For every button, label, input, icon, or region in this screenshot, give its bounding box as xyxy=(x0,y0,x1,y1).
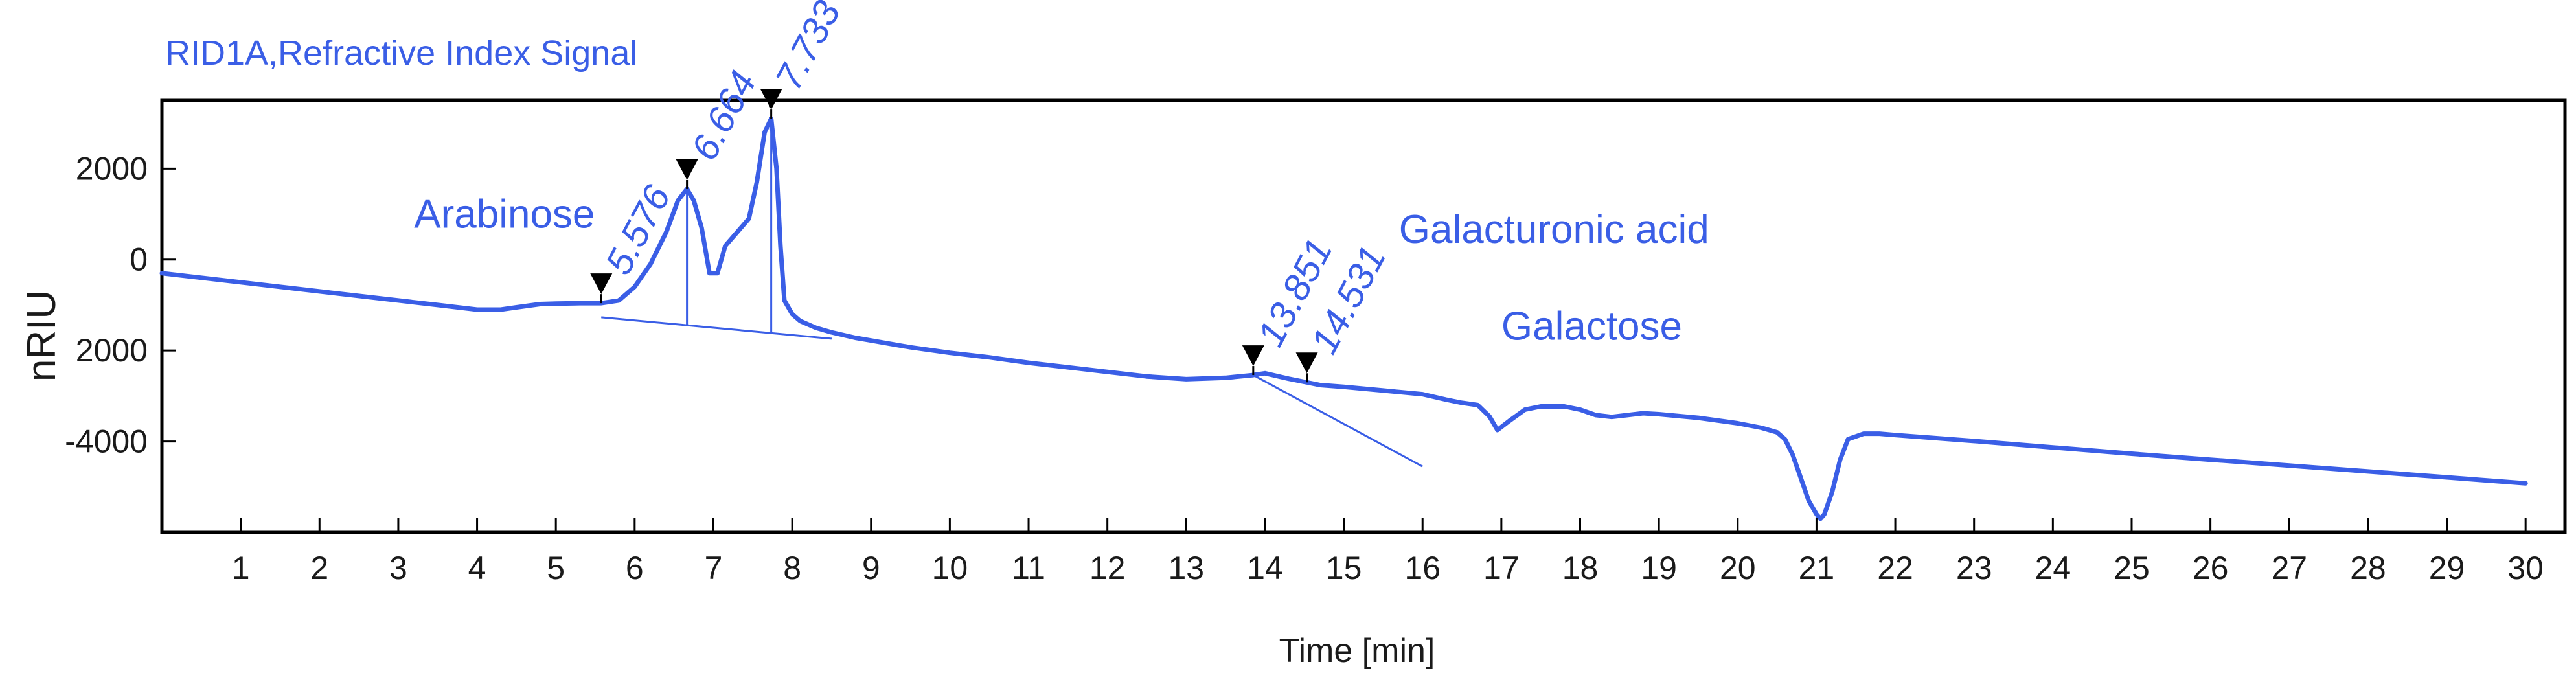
x-axis-label: Time [min] xyxy=(1279,632,1435,670)
compound-label: Galacturonic acid xyxy=(1399,207,1709,252)
x-tick-label: 1 xyxy=(232,550,250,586)
x-tick-label: 11 xyxy=(1012,550,1045,586)
x-tick-label: 18 xyxy=(1562,550,1599,586)
y-tick-label: 2000 xyxy=(76,332,148,369)
x-tick-label: 7 xyxy=(705,550,723,586)
retention-time-label: 6.664 xyxy=(683,64,765,167)
x-tick-label: 16 xyxy=(1404,550,1441,586)
x-tick-label: 10 xyxy=(932,550,968,586)
x-tick-label: 9 xyxy=(862,550,880,586)
peak-marker xyxy=(590,273,613,295)
x-tick-label: 28 xyxy=(2350,550,2386,586)
y-tick-label: 0 xyxy=(130,242,148,278)
x-tick-label: 14 xyxy=(1247,550,1283,586)
x-tick-label: 13 xyxy=(1168,550,1204,586)
x-tick-label: 24 xyxy=(2035,550,2071,586)
x-tick-label: 27 xyxy=(2271,550,2307,586)
x-tick-label: 20 xyxy=(1720,550,1756,586)
x-tick-label: 23 xyxy=(1956,550,1992,586)
y-axis-ticks: 2000 0 2000 -4000 xyxy=(65,150,176,460)
x-tick-label: 2 xyxy=(310,550,328,586)
x-tick-label: 26 xyxy=(2193,550,2229,586)
peak-marker xyxy=(760,89,782,110)
peak-marker xyxy=(1295,352,1318,374)
x-tick-label: 4 xyxy=(468,550,486,586)
x-tick-label: 15 xyxy=(1326,550,1362,586)
retention-time-label: 7.733 xyxy=(768,0,849,97)
x-tick-label: 5 xyxy=(547,550,565,586)
chart-title: RID1A,Refractive Index Signal xyxy=(165,34,637,73)
compound-label: Galactose xyxy=(1501,304,1682,348)
y-tick-label: 2000 xyxy=(76,150,148,187)
signal-trace xyxy=(159,116,2528,521)
peak-marker xyxy=(1242,345,1264,367)
x-tick-label: 29 xyxy=(2429,550,2465,586)
x-tick-label: 12 xyxy=(1089,550,1126,586)
x-tick-label: 21 xyxy=(1799,550,1835,586)
x-tick-label: 22 xyxy=(1877,550,1913,586)
x-tick-label: 19 xyxy=(1641,550,1677,586)
integration-baseline xyxy=(601,316,832,340)
x-tick-label: 3 xyxy=(389,550,407,586)
x-tick-label: 6 xyxy=(626,550,644,586)
x-axis-ticks: 1 2 3 4 5 6 7 8 9 10 11 12 13 14 15 16 17 18 19 20 21 22 23 24 2… xyxy=(232,518,2544,586)
integration-baseline xyxy=(1253,374,1423,468)
y-axis-label: nRIU xyxy=(19,290,64,382)
peak-marker xyxy=(676,159,698,180)
x-tick-label: 8 xyxy=(783,550,801,586)
compound-label: Arabinose xyxy=(414,192,595,237)
x-tick-label: 25 xyxy=(2114,550,2150,586)
plot-frame xyxy=(160,98,2567,534)
y-tick-label: -4000 xyxy=(65,424,148,460)
x-tick-label: 17 xyxy=(1483,550,1520,586)
x-tick-label: 30 xyxy=(2507,550,2544,586)
